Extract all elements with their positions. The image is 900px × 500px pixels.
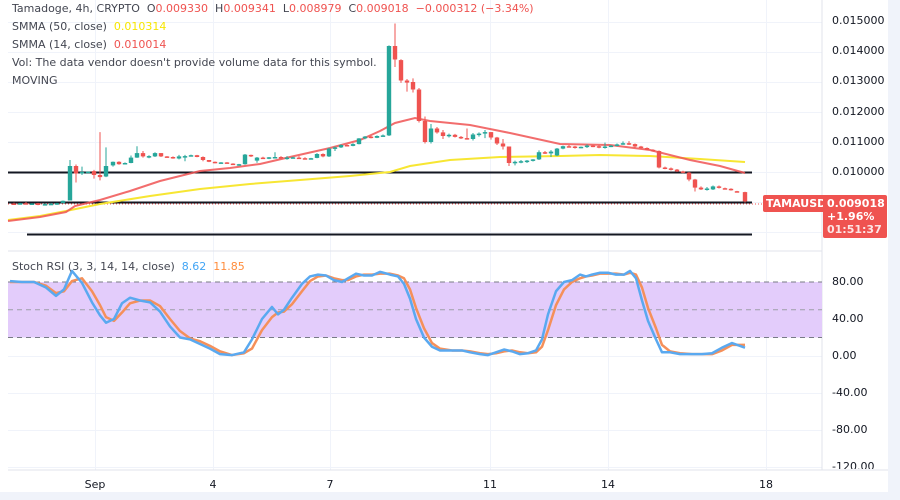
price-tick: 0.010000 [832, 165, 885, 178]
price-tick: 0.011000 [832, 135, 885, 148]
time-label: 7 [326, 478, 334, 491]
open-value: 0.009330 [155, 2, 209, 15]
last-price-tag: 0.009018 +1.96% 01:51:37 [823, 195, 887, 238]
symbol-price-tag: TAMAUSD [763, 195, 830, 212]
rsi-tick: 80.00 [832, 275, 864, 288]
smma14-legend[interactable]: SMMA (14, close) 0.010014 [12, 38, 167, 51]
last-price: 0.009018 [827, 197, 885, 210]
time-label: Sep [84, 478, 106, 491]
rsi-pane[interactable] [8, 269, 822, 357]
symbol-legend[interactable]: Tamadoge, 4h, CRYPTO O0.009330 H0.009341… [12, 2, 534, 15]
volume-legend[interactable]: Vol: The data vendor doesn't provide vol… [12, 56, 377, 69]
price-tick: 0.014000 [832, 44, 885, 57]
price-tick: 0.013000 [832, 74, 885, 87]
stoch-k-line [9, 269, 746, 357]
bar-countdown: 01:51:37 [827, 223, 882, 236]
time-label: 11 [483, 478, 497, 491]
stoch-rsi-legend[interactable]: Stoch RSI (3, 3, 14, 14, close) 8.62 11.… [12, 260, 245, 273]
time-label: 14 [601, 478, 615, 491]
candlesticks [11, 23, 748, 206]
smma50-legend[interactable]: SMMA (50, close) 0.010314 [12, 20, 167, 33]
price-pane[interactable] [7, 23, 822, 236]
moving-legend[interactable]: MOVING [12, 74, 58, 87]
high-value: 0.009341 [223, 2, 276, 15]
change-value: −0.000312 (−3.34%) [415, 2, 534, 15]
symbol-title: Tamadoge, 4h, CRYPTO [12, 2, 140, 15]
smma50-line [7, 153, 746, 221]
rsi-tick: -80.00 [832, 423, 868, 436]
rsi-tick: -120.00 [832, 460, 875, 469]
close-value: 0.009018 [356, 2, 409, 15]
price-change-percent: +1.96% [827, 210, 875, 223]
stoch-k-value: 8.62 [181, 260, 207, 273]
price-tick: 0.015000 [832, 14, 885, 27]
smma14-value: 0.010014 [113, 38, 167, 51]
price-tick: 0.012000 [832, 105, 885, 118]
smma50-value: 0.010314 [113, 20, 167, 33]
rsi-tick: -40.00 [832, 386, 868, 399]
time-label: 4 [209, 478, 217, 491]
stoch-d-value: 11.85 [213, 260, 245, 273]
time-label: 18 [759, 478, 773, 491]
rsi-tick: 40.00 [832, 312, 864, 325]
low-value: 0.008979 [288, 2, 342, 15]
rsi-tick: 0.00 [832, 349, 857, 362]
